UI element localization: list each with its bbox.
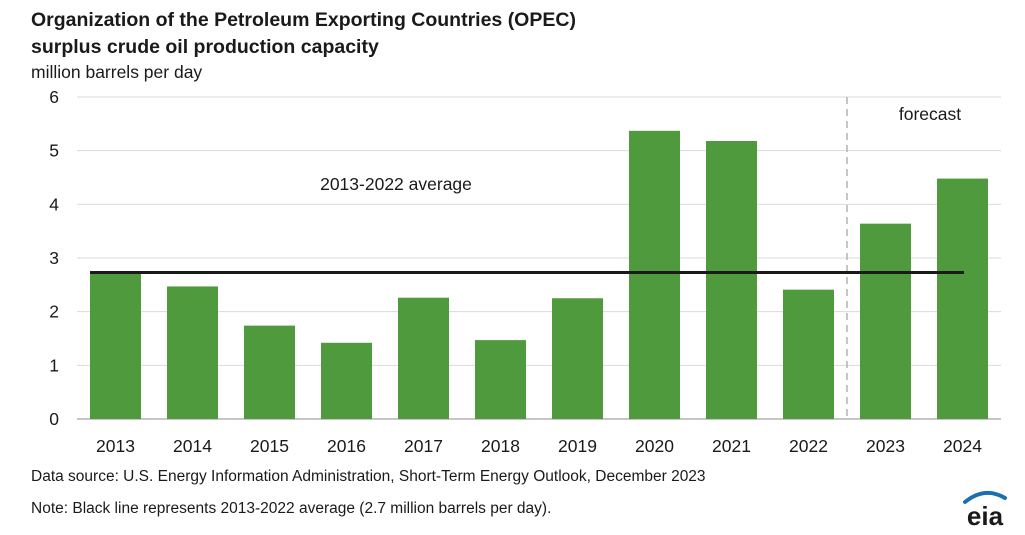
bar-2018 xyxy=(475,340,526,419)
y-tick-label: 4 xyxy=(49,194,59,214)
bar-2017 xyxy=(398,297,449,419)
bar-2024 xyxy=(937,178,988,419)
x-tick-label: 2023 xyxy=(866,436,905,456)
bar-2013 xyxy=(90,272,141,419)
x-tick-label: 2022 xyxy=(789,436,828,456)
y-tick-label: 3 xyxy=(49,248,59,268)
x-tick-label: 2017 xyxy=(404,436,443,456)
chart-title-line-2: surplus crude oil production capacity xyxy=(31,36,379,58)
average-line-label: 2013-2022 average xyxy=(320,174,472,194)
x-tick-label: 2020 xyxy=(635,436,674,456)
bar-2022 xyxy=(783,289,834,419)
x-tick-label: 2014 xyxy=(173,436,212,456)
chart-title: Organization of the Petroleum Exporting … xyxy=(31,7,576,61)
y-tick-label: 1 xyxy=(49,355,59,375)
y-tick-label: 2 xyxy=(49,302,59,322)
x-tick-label: 2019 xyxy=(558,436,597,456)
eia-logo-text: eia xyxy=(967,501,1004,528)
x-tick-label: 2024 xyxy=(943,436,982,456)
x-tick-label: 2013 xyxy=(96,436,135,456)
forecast-label: forecast xyxy=(899,104,961,124)
bar-2023 xyxy=(860,223,911,419)
data-source-note: Data source: U.S. Energy Information Adm… xyxy=(31,468,706,485)
eia-logo-icon: eia xyxy=(963,490,1007,528)
bar-2019 xyxy=(552,298,603,419)
bar-2015 xyxy=(244,325,295,419)
eia-logo-arc xyxy=(963,490,1007,504)
x-tick-label: 2015 xyxy=(250,436,289,456)
x-tick-label: 2021 xyxy=(712,436,751,456)
bar-2020 xyxy=(629,130,680,419)
chart-title-line-1: Organization of the Petroleum Exporting … xyxy=(31,9,576,31)
bar-2014 xyxy=(167,286,218,419)
x-tick-label: 2018 xyxy=(481,436,520,456)
bar-2021 xyxy=(706,141,757,420)
average-line-note: Note: Black line represents 2013-2022 av… xyxy=(31,500,552,517)
x-tick-label: 2016 xyxy=(327,436,366,456)
y-tick-label: 0 xyxy=(49,409,59,429)
y-axis-units: million barrels per day xyxy=(31,62,203,82)
bar-2016 xyxy=(321,342,372,419)
y-tick-label: 6 xyxy=(49,87,59,107)
y-tick-label: 5 xyxy=(49,141,59,161)
